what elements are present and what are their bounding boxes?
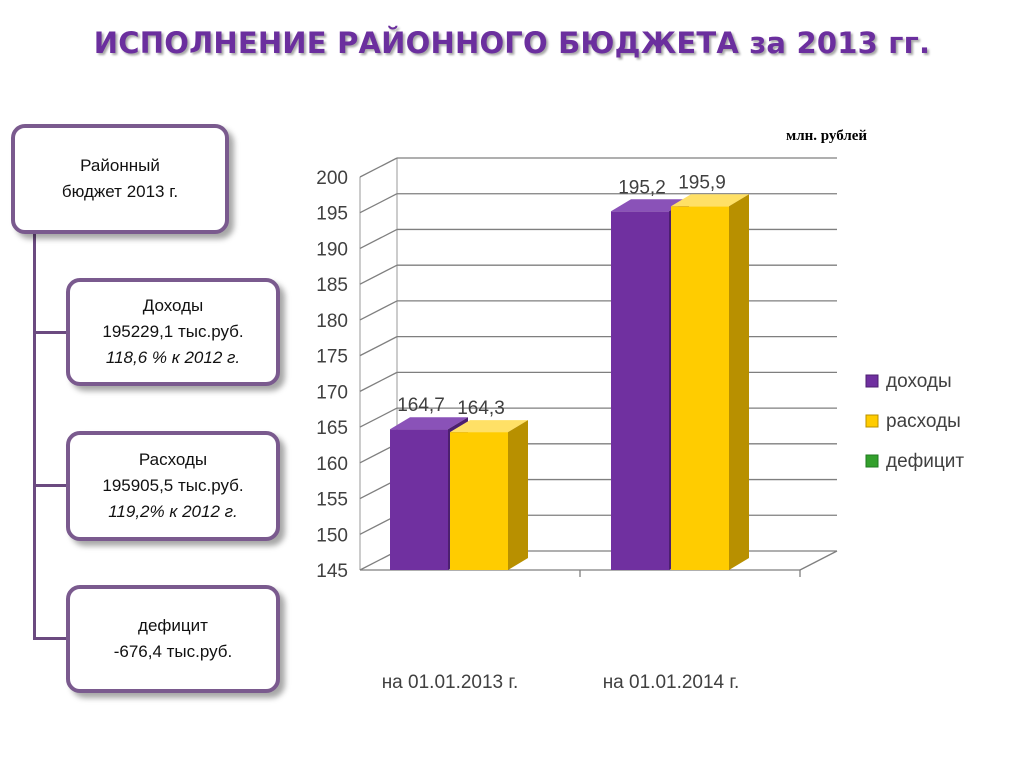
y-tick-label: 190: [316, 239, 348, 260]
bar-side-расходы: [729, 194, 749, 570]
budget-root-line1: Районный: [80, 156, 160, 175]
x-category-label: на 01.01.2013 г.: [382, 672, 519, 693]
bar-top-доходы: [611, 199, 689, 212]
bar-front-расходы: [450, 432, 508, 570]
budget-root-line2: бюджет 2013 г.: [61, 182, 179, 201]
floor-right-edge: [799, 550, 838, 571]
gridline-diag: [359, 228, 398, 250]
y-tick-label: 175: [316, 347, 348, 368]
tree-connector-vertical: [33, 232, 36, 640]
deficit-box: дефицит -676,4 тыс.руб.: [66, 585, 280, 693]
bar-top-расходы: [450, 420, 528, 433]
deficit-label: дефицит: [138, 616, 208, 635]
expense-amount: 195905,5 тыс.руб.: [102, 476, 244, 495]
y-tick-label: 170: [316, 382, 348, 403]
tree-connector-deficit: [33, 637, 69, 640]
legend-label: дефицит: [886, 451, 964, 472]
gridline-diag: [359, 407, 398, 428]
legend-label: расходы: [886, 411, 961, 432]
bar-front-доходы: [611, 211, 669, 570]
y-tick-label: 200: [316, 168, 348, 189]
gridline-diag: [359, 336, 398, 357]
chart-legend: доходы расходы дефицит: [865, 371, 964, 472]
tree-connector-income: [33, 331, 69, 334]
gridline-diag: [359, 264, 398, 285]
y-tick-label: 165: [316, 418, 348, 439]
y-tick-label: 180: [316, 311, 348, 332]
deficit-amount: -676,4 тыс.руб.: [113, 642, 233, 661]
y-tick-label: 155: [316, 490, 348, 511]
budget-root-box: Районный бюджет 2013 г.: [11, 124, 229, 234]
legend-swatch-доходы: [865, 374, 879, 388]
data-label: 164,3: [457, 398, 505, 419]
legend-swatch-расходы: [865, 414, 879, 428]
y-tick-label: 160: [316, 454, 348, 475]
bar-side-расходы: [508, 420, 528, 570]
bar-top-расходы: [671, 194, 749, 207]
legend-label: доходы: [886, 371, 952, 392]
bar-front-доходы: [390, 429, 448, 570]
income-label: Доходы: [142, 296, 204, 315]
page-title: ИСПОЛНЕНИЕ РАЙОННОГО БЮДЖЕТА за 2013 гг.: [93, 26, 931, 60]
legend-swatch-дефицит: [865, 454, 879, 468]
x-category-label: на 01.01.2014 г.: [603, 672, 740, 693]
data-label: 195,9: [678, 172, 726, 193]
y-axis-ticks: 145 150 155 160 165 170 175 180 185 190 195 200: [316, 168, 348, 582]
gridline-diag: [359, 371, 398, 392]
expense-box: Расходы 195905,5 тыс.руб. 119,2% к 2012 …: [66, 431, 280, 541]
x-axis-categories: на 01.01.2013 г. на 01.01.2014 г.: [382, 672, 740, 693]
income-growth: 118,6 % к 2012 г.: [105, 348, 241, 367]
data-label: 164,7: [397, 395, 445, 416]
y-tick-label: 195: [316, 204, 348, 225]
y-tick-label: 145: [316, 561, 348, 582]
bar-front-расходы: [671, 206, 729, 570]
data-label: 195,2: [618, 177, 666, 198]
expense-growth: 119,2% к 2012 г.: [108, 502, 238, 521]
gridline-diag: [359, 157, 398, 178]
tree-connector-expense: [33, 484, 69, 487]
chart-bars: 164,7 164,3 195,2 195,9: [390, 172, 749, 570]
y-tick-label: 150: [316, 525, 348, 546]
unit-label: млн. рублей: [786, 128, 868, 144]
gridline-diag: [359, 300, 398, 321]
income-box: Доходы 195229,1 тыс.руб. 118,6 % к 2012 …: [66, 278, 280, 386]
gridline-diag: [359, 193, 398, 214]
income-amount: 195229,1 тыс.руб.: [102, 322, 244, 341]
y-tick-label: 185: [316, 275, 348, 296]
bar-top-доходы: [390, 417, 468, 430]
expense-label: Расходы: [138, 450, 208, 469]
